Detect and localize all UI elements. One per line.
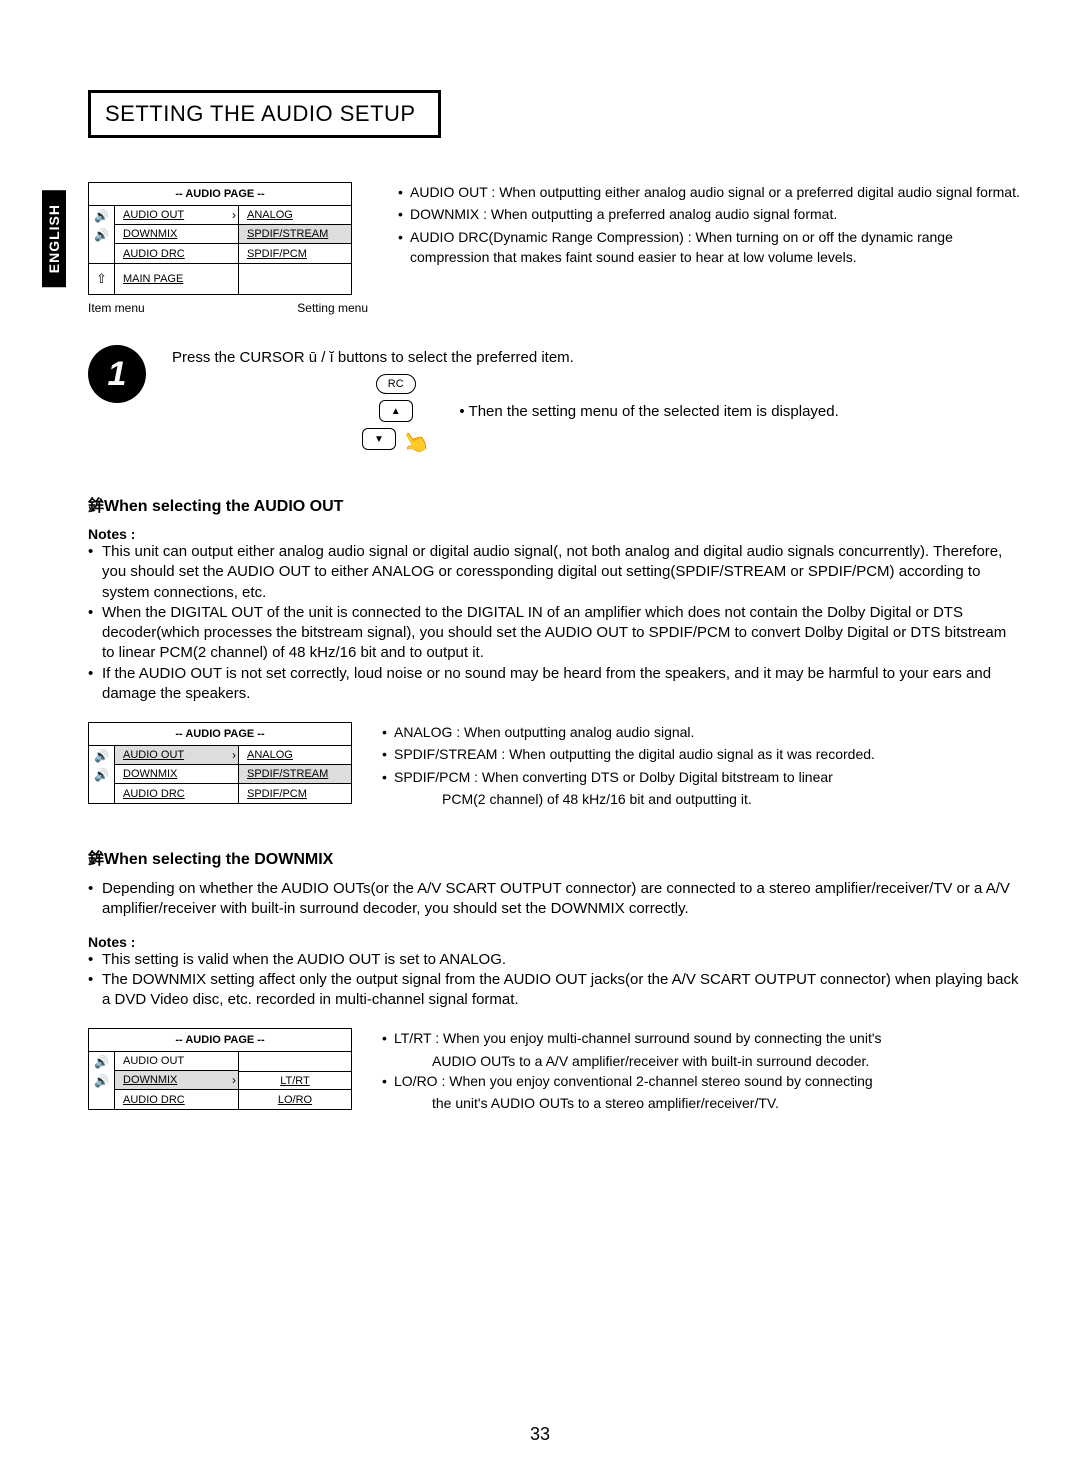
setting-analog[interactable]: ANALOG — [239, 206, 351, 225]
downmix-intro: •Depending on whether the AUDIO OUTs(or … — [88, 879, 1020, 920]
setting-spdif-pcm[interactable]: SPDIF/PCM — [239, 244, 351, 263]
speaker-icon: 🔊 — [89, 206, 114, 225]
menu-item-audio-out[interactable]: AUDIO OUT — [115, 1052, 238, 1071]
remote-control-diagram: RC ▲ ▼ 👆 — [362, 374, 429, 456]
blank-icon — [89, 1090, 114, 1109]
setting-spdif-stream[interactable]: SPDIF/STREAM — [239, 765, 351, 784]
speaker-icon: 🔊 — [89, 225, 114, 244]
menu-item-downmix[interactable]: DOWNMIX — [115, 225, 238, 244]
setting-spdif-stream[interactable]: SPDIF/STREAM — [239, 225, 351, 244]
menu-item-audio-out[interactable]: AUDIO OUT› — [115, 746, 238, 765]
setting-loro[interactable]: LO/RO — [239, 1090, 351, 1109]
setting-spdif-pcm[interactable]: SPDIF/PCM — [239, 784, 351, 803]
setting-menu-label: Setting menu — [297, 301, 368, 315]
menu2-header: -- AUDIO PAGE -- — [89, 723, 351, 746]
top-description: •AUDIO OUT : When outputting either anal… — [398, 182, 1020, 269]
blank-icon — [89, 784, 114, 803]
page-title: SETTING THE AUDIO SETUP — [88, 90, 441, 138]
up-arrow-icon: ⇧ — [89, 264, 114, 294]
item-menu-label: Item menu — [88, 301, 145, 315]
menu1-header: -- AUDIO PAGE -- — [89, 183, 351, 206]
menu-item-audio-drc[interactable]: AUDIO DRC — [115, 1090, 238, 1109]
notes-label-1: Notes : — [88, 526, 1020, 542]
downmix-heading: 鉾When selecting the DOWNMIX — [88, 845, 1020, 869]
audio-out-notes: •This unit can output either analog audi… — [88, 542, 1020, 704]
rc-label: RC — [376, 374, 416, 394]
menu-item-downmix[interactable]: DOWNMIX› — [115, 1071, 238, 1090]
down-button-icon: ▼ — [362, 428, 396, 450]
downmix-options: •LT/RT : When you enjoy multi-channel su… — [382, 1028, 1020, 1113]
blank-icon — [89, 244, 114, 263]
step-1-text: Press the CURSOR ū / ĭ buttons to select… — [172, 345, 1020, 366]
audio-out-heading: 鉾When selecting the AUDIO OUT — [88, 492, 1020, 516]
pointing-hand-icon: 👆 — [397, 425, 434, 461]
menu-item-audio-out[interactable]: AUDIO OUT› — [115, 206, 238, 225]
speaker-icon: 🔊 — [89, 746, 114, 765]
menu-item-audio-drc[interactable]: AUDIO DRC — [115, 784, 238, 803]
setting-ltrt[interactable]: LT/RT — [239, 1071, 351, 1090]
page-number: 33 — [0, 1424, 1080, 1445]
step-1-note: • Then the setting menu of the selected … — [459, 403, 1020, 420]
audio-page-menu-1: -- AUDIO PAGE -- 🔊 🔊 AUDIO OUT› DOWNMIX … — [88, 182, 352, 295]
audio-page-menu-2: -- AUDIO PAGE -- 🔊 🔊 AUDIO OUT› DOWNMIX … — [88, 722, 352, 804]
language-tab: ENGLISH — [42, 190, 66, 287]
notes-label-2: Notes : — [88, 934, 1020, 950]
speaker-icon: 🔊 — [89, 1071, 114, 1090]
up-button-icon: ▲ — [379, 400, 413, 422]
audio-out-options: •ANALOG : When outputting analog audio s… — [382, 722, 1020, 809]
audio-page-menu-3: -- AUDIO PAGE -- 🔊 🔊 AUDIO OUT DOWNMIX› … — [88, 1028, 352, 1110]
step-number-1: 1 — [88, 345, 146, 403]
speaker-icon: 🔊 — [89, 765, 114, 784]
menu-item-main-page[interactable]: MAIN PAGE — [115, 264, 238, 294]
menu-item-audio-drc[interactable]: AUDIO DRC — [115, 244, 238, 263]
speaker-icon: 🔊 — [89, 1052, 114, 1071]
setting-analog[interactable]: ANALOG — [239, 746, 351, 765]
menu-item-downmix[interactable]: DOWNMIX — [115, 765, 238, 784]
downmix-notes: •This setting is valid when the AUDIO OU… — [88, 950, 1020, 1011]
menu3-header: -- AUDIO PAGE -- — [89, 1029, 351, 1052]
